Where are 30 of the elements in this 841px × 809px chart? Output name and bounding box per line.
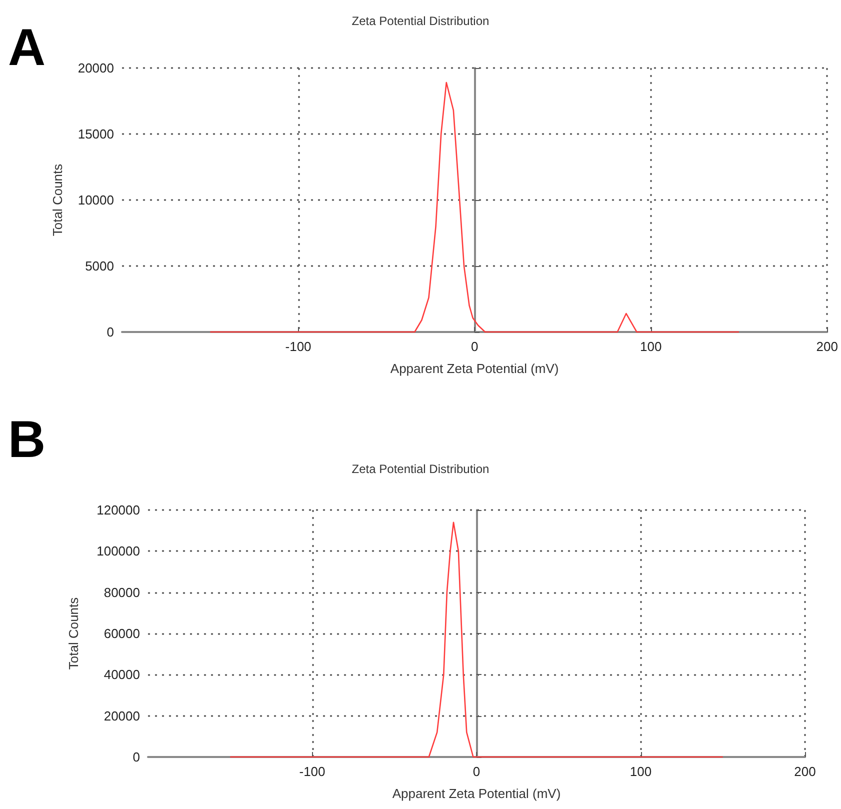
y-tick-label: 80000 xyxy=(104,584,140,600)
y-tick-label: 20000 xyxy=(78,60,114,76)
text: B xyxy=(8,411,46,469)
y-tick-label: 60000 xyxy=(104,626,140,641)
y-axis-title: Total Counts xyxy=(66,596,81,670)
text: A xyxy=(8,19,46,77)
x-tick-label: -100 xyxy=(285,339,312,354)
x-tick-label: 100 xyxy=(630,764,652,779)
line-series xyxy=(229,522,724,758)
line-series xyxy=(209,82,740,333)
x-axis-title: Apparent Zeta Potential (mV) xyxy=(390,361,559,376)
y-tick-label: 0 xyxy=(106,324,114,340)
x-tick-label: 200 xyxy=(816,339,838,354)
y-tick-label: 40000 xyxy=(104,667,140,682)
x-tick-label: 200 xyxy=(794,764,816,779)
x-axis-title: Apparent Zeta Potential (mV) xyxy=(392,786,561,801)
y-tick-label: 120000 xyxy=(96,502,140,518)
x-tick-label: 0 xyxy=(470,339,478,354)
chart-title: Zeta Potential Distribution xyxy=(352,462,490,476)
y-tick-label: 5000 xyxy=(85,258,114,274)
chart-title: Zeta Potential Distribution xyxy=(352,14,490,28)
y-tick-label: 15000 xyxy=(78,126,114,142)
y-tick-label: 0 xyxy=(132,750,140,764)
y-tick-label: 20000 xyxy=(104,708,140,724)
x-tick-label: 0 xyxy=(472,764,480,779)
x-tick-label: 100 xyxy=(640,339,662,354)
y-axis-title: Total Counts xyxy=(50,163,65,236)
y-tick-label: 10000 xyxy=(78,192,114,208)
y-tick-label: 100000 xyxy=(96,544,140,559)
x-tick-label: -100 xyxy=(299,764,326,779)
